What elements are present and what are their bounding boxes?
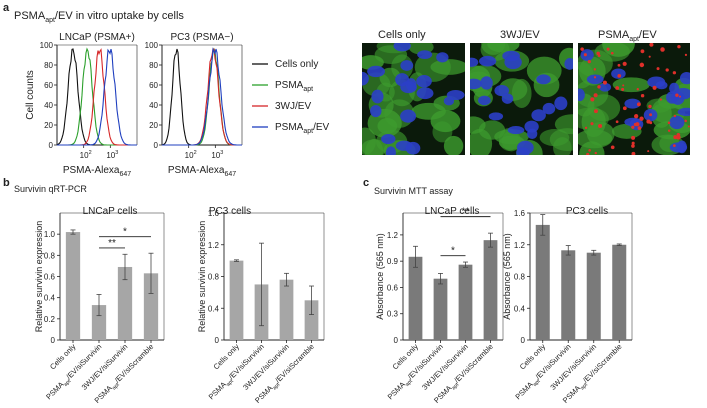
flow-ytick-label: 100 (145, 41, 159, 50)
bar-ytick-label: 1.2 (208, 241, 220, 250)
flow-plot-title: LNCaP (PSMA+) (59, 32, 135, 43)
panel-b-letter: b (3, 177, 10, 189)
bar-ytick-label: 0.8 (208, 273, 220, 282)
bar-ylabel: Relative survivin expression (34, 221, 44, 333)
bar-ylabel: Relative survivin expression (197, 221, 207, 333)
bar-ytick-label: 0.2 (44, 315, 56, 324)
bar-ytick-label: 0.8 (514, 273, 526, 282)
flow-ytick-label: 0 (154, 141, 159, 150)
flow-xtick-label: 103 (211, 150, 223, 160)
panel-c-title: Survivin MTT assay (374, 186, 453, 196)
legend-label: Cells only (275, 59, 318, 70)
panel-a-title: PSMAapt/EV in vitro uptake by cells (14, 10, 184, 25)
bar-ytick-label: 0.9 (387, 257, 399, 266)
bar-ytick-label: 1.0 (44, 230, 56, 239)
flow-plot-title: PC3 (PSMA−) (170, 32, 233, 43)
flow-ytick-label: 40 (44, 101, 53, 110)
panel-c-letter: c (363, 177, 370, 189)
micrograph-3wj-ev (470, 43, 573, 155)
bar-chart-title: LNCaP cells (83, 206, 138, 217)
flow-xlabel: PSMA-Alexa647 (63, 165, 131, 178)
micrograph-cells-only (362, 43, 465, 155)
significance-label: ** (108, 238, 116, 249)
bar-ytick-label: 0.3 (387, 310, 399, 319)
bar (229, 260, 244, 340)
significance-label: ** (462, 207, 470, 218)
bar-category-label: 3WJ/EV/siSurvivin (548, 342, 598, 392)
flow-histogram-line (57, 48, 137, 146)
flow-ylabel: Cell counts (25, 70, 36, 119)
bar-ytick-label: 1.2 (514, 241, 526, 250)
flow-ytick-label: 20 (44, 121, 53, 130)
bar (143, 273, 159, 340)
flow-histogram-line (161, 48, 242, 146)
flow-ytick-label: 80 (149, 61, 158, 70)
flow-ytick-label: 0 (49, 141, 54, 150)
bar-chart-title: LNCaP cells (425, 206, 480, 217)
bar (586, 252, 601, 340)
bar (279, 279, 294, 340)
bar (483, 240, 498, 340)
flow-ytick-label: 60 (149, 81, 158, 90)
micrograph-label-1: 3WJ/EV (500, 29, 540, 41)
flow-ytick-label: 60 (44, 81, 53, 90)
flow-ytick-label: 20 (149, 121, 158, 130)
bar-ytick-label: 0.6 (387, 283, 399, 292)
legend-label: PSMAapt (275, 80, 313, 93)
bar-category-label: 3WJ/EV/siSurvivin (80, 342, 130, 392)
bar-ytick-label: 0 (215, 336, 220, 345)
bar (535, 224, 550, 340)
significance-label: * (451, 246, 455, 257)
bar-ytick-label: 0.8 (44, 251, 56, 260)
bar (117, 266, 133, 340)
bar (304, 300, 319, 340)
legend-label: 3WJ/EV (275, 101, 311, 112)
bar (433, 278, 448, 340)
bar-ytick-label: 0.6 (44, 273, 56, 282)
flow-ytick-label: 100 (40, 41, 54, 50)
micrograph-label-0: Cells only (378, 29, 426, 41)
bar-ytick-label: 1.6 (514, 209, 526, 218)
bar (91, 305, 107, 340)
bar-chart-title: PC3 cells (566, 206, 608, 217)
bar-ytick-label: 0.4 (514, 304, 526, 313)
bar (612, 244, 627, 340)
significance-label: * (123, 227, 127, 238)
bar-ytick-label: 1.6 (208, 209, 220, 218)
bar (408, 256, 423, 340)
micrograph-label-2: PSMAapt/EV (598, 29, 657, 44)
bar-ytick-label: 0 (394, 336, 399, 345)
flow-ytick-label: 40 (149, 101, 158, 110)
flow-histogram-line (162, 47, 242, 146)
flow-ytick-label: 80 (44, 61, 53, 70)
panel-b-title: Survivin qRT-PCR (14, 184, 87, 194)
flow-xtick-label: 102 (80, 150, 92, 160)
bar (458, 264, 473, 340)
bar-ytick-label: 1.2 (387, 231, 399, 240)
panel-a-letter: a (3, 2, 10, 14)
flow-xlabel: PSMA-Alexa647 (168, 165, 236, 178)
flow-xtick-label: 103 (106, 150, 118, 160)
bar (561, 250, 576, 340)
micrograph-psma-apt-ev (578, 43, 690, 155)
bar-ytick-label: 0 (51, 336, 56, 345)
bar-ytick-label: 0 (521, 336, 526, 345)
bar-chart-title: PC3 cells (209, 206, 251, 217)
bar-ytick-label: 0.4 (44, 294, 56, 303)
bar-ylabel: Absorbance (565 nm) (375, 233, 385, 320)
flow-xtick-label: 102 (185, 150, 197, 160)
bar-ylabel: Absorbance (565 nm) (502, 233, 512, 320)
bar (65, 232, 81, 340)
bar-ytick-label: 0.4 (208, 304, 220, 313)
legend-label: PSMAapt/EV (275, 122, 330, 135)
